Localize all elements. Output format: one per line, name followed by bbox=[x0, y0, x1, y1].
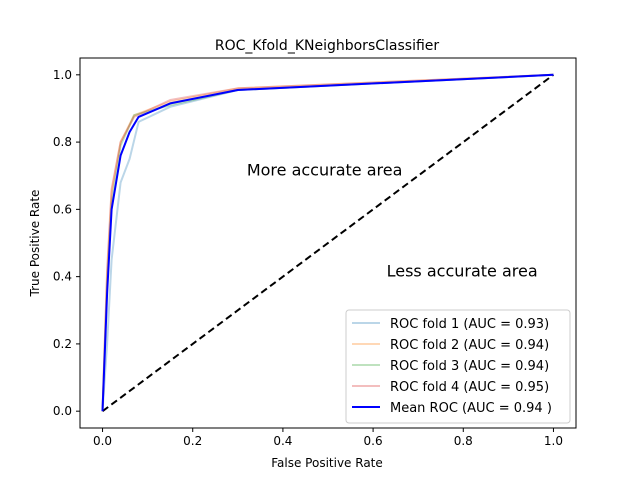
y-axis-label: True Positive Rate bbox=[28, 190, 42, 298]
diagonal-line bbox=[101, 74, 555, 412]
y-tick-label: 0.8 bbox=[53, 135, 72, 149]
plot-area: More accurate area Less accurate area 0.0 0… bbox=[53, 57, 577, 448]
legend-box bbox=[345, 309, 571, 424]
chart-title: ROC_Kfold_KNeighborsClassifier bbox=[215, 38, 440, 54]
y-tick-label: 0.0 bbox=[53, 404, 72, 418]
annotation-2: Less accurate area bbox=[387, 262, 538, 281]
legend-label: Mean ROC (AUC = 0.94 ) bbox=[390, 401, 552, 416]
x-tick-label: 0.4 bbox=[273, 434, 292, 448]
axes-frame bbox=[79, 57, 577, 429]
series-line-5 bbox=[101, 73, 554, 412]
x-tick-label: 1.0 bbox=[544, 434, 563, 448]
legend-label: ROC fold 2 (AUC = 0.94) bbox=[390, 338, 549, 353]
y-tick-label: 0.2 bbox=[53, 337, 72, 351]
annotation-1: More accurate area bbox=[247, 161, 403, 180]
y-tick-label: 0.6 bbox=[53, 202, 72, 216]
x-tick-label: 0.2 bbox=[183, 434, 202, 448]
series-line-4 bbox=[101, 73, 554, 412]
x-axis-label: False Positive Rate bbox=[271, 456, 383, 470]
legend-label: ROC fold 4 (AUC = 0.95) bbox=[390, 380, 549, 395]
y-tick-label: 1.0 bbox=[53, 68, 72, 82]
x-tick-label: 0.6 bbox=[364, 434, 383, 448]
y-tick-label: 0.4 bbox=[53, 270, 72, 284]
legend-label: ROC fold 1 (AUC = 0.93) bbox=[390, 317, 549, 332]
x-tick-label: 0.8 bbox=[454, 434, 473, 448]
legend-label: ROC fold 3 (AUC = 0.94) bbox=[390, 359, 549, 374]
series-line-1 bbox=[101, 73, 554, 412]
x-tick-label: 0.0 bbox=[93, 434, 112, 448]
legend: ROC fold 1 (AUC = 0.93) ROC fold 2 (AUC =… bbox=[345, 309, 571, 424]
